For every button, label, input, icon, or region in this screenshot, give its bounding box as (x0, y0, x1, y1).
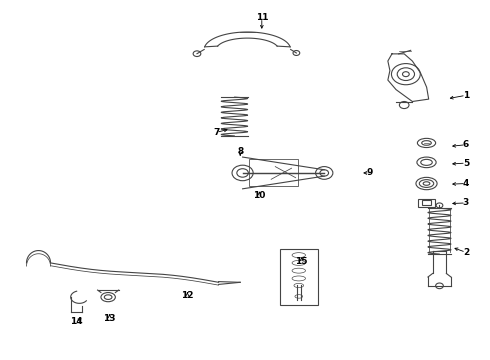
Text: 5: 5 (463, 158, 469, 167)
Text: 1: 1 (463, 91, 469, 100)
Text: 2: 2 (463, 248, 469, 257)
Bar (422, 201, 431, 206)
Text: 7: 7 (213, 128, 220, 137)
Text: 15: 15 (295, 257, 308, 266)
Text: 4: 4 (463, 179, 469, 188)
Bar (249, 159, 298, 186)
Bar (418, 199, 435, 207)
Text: 8: 8 (237, 147, 244, 156)
Text: 11: 11 (256, 13, 268, 22)
Bar (280, 249, 318, 305)
Text: 13: 13 (103, 314, 116, 323)
Text: 9: 9 (367, 168, 373, 177)
Text: 12: 12 (181, 291, 194, 300)
Text: 14: 14 (70, 317, 82, 326)
Text: 10: 10 (253, 192, 266, 201)
Text: 3: 3 (463, 198, 469, 207)
Text: 6: 6 (463, 140, 469, 149)
